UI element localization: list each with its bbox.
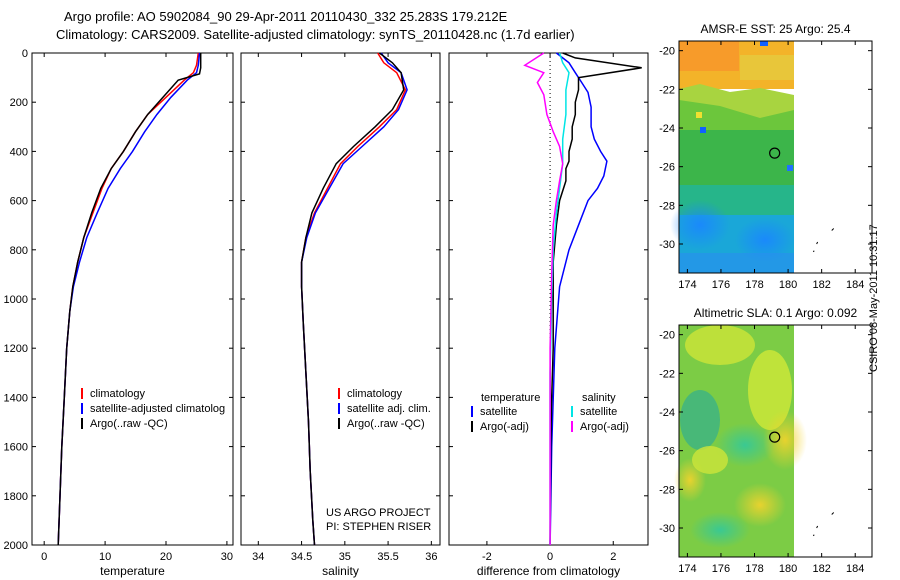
y-tick-label: 1200 (4, 343, 28, 355)
legend-entry: Argo(-adj) (480, 421, 529, 433)
legend-entry: satellite (480, 406, 517, 418)
series-line-satellite-adjusted-climatolog (57, 52, 201, 546)
legend-entry: Argo(-adj) (580, 421, 629, 433)
series-line-argo-adj--temperature (549, 52, 642, 546)
y-tick-label: 2000 (4, 540, 28, 552)
series-line-climatology (300, 52, 407, 546)
map-panel-1: AMSR-E SST: 25 Argo: 25.4 174 176 178 180 182… (659, 22, 873, 291)
x-tick-label: 178 (745, 563, 763, 575)
series-line-satellite-temperature (549, 52, 608, 546)
y-tick-label: 800 (10, 245, 28, 257)
island-outline (831, 512, 835, 515)
x-tick-label: 174 (678, 279, 696, 291)
panel-frame (31, 52, 234, 546)
series-line-satellite-adj-clim- (300, 52, 408, 546)
y-tick-label: 600 (10, 196, 28, 208)
y-tick-label: -20 (659, 330, 675, 342)
y-tick-label: 1400 (4, 392, 28, 404)
x-axis-label: temperature (100, 564, 165, 578)
x-tick-label: 182 (812, 563, 830, 575)
map-panel-2: Altimetric SLA: 0.1 Argo: 0.092 174 176 178… (659, 306, 873, 575)
y-tick-label: -24 (659, 123, 675, 135)
legend-entry: Argo(..raw -QC) (347, 418, 425, 430)
x-tick-label: 35.5 (377, 551, 398, 563)
x-tick-label: 176 (712, 563, 730, 575)
legend-group-heading: temperature (481, 392, 540, 404)
y-tick-label: 200 (10, 97, 28, 109)
project-annotation: US ARGO PROJECT (326, 507, 431, 519)
island-outline (831, 228, 835, 231)
y-tick-label: -26 (659, 162, 675, 174)
y-tick-label: 1600 (4, 442, 28, 454)
y-tick-label: -28 (659, 200, 675, 212)
x-tick-label: 0 (547, 551, 553, 563)
panel-frame (448, 52, 649, 546)
project-annotation: PI: STEPHEN RISER (326, 521, 431, 533)
x-tick-label: 36 (425, 551, 437, 563)
x-axis-label: salinity (322, 564, 359, 578)
legend-entry: climatology (90, 388, 146, 400)
profile-panel-1: 0 200 400 600 800 1000 1200 1400 1600 1800 2000 0 10… (4, 48, 234, 578)
y-tick-label: 1000 (4, 294, 28, 306)
x-tick-label: 30 (221, 551, 233, 563)
x-tick-label: 180 (779, 279, 797, 291)
argo-float-marker (769, 431, 781, 443)
sst-map-field (670, 41, 795, 273)
legend-entry: satellite adj. clim. (347, 403, 431, 415)
y-tick-label: -26 (659, 446, 675, 458)
legend-entry: climatology (347, 388, 403, 400)
figure-title-line-1: Argo profile: AO 5902084_90 29-Apr-2011 … (64, 9, 508, 24)
x-tick-label: 180 (779, 563, 797, 575)
x-axis-label: difference from climatology (477, 564, 620, 578)
y-tick-label: -24 (659, 407, 675, 419)
x-tick-label: 184 (846, 563, 864, 575)
legend-group-heading: salinity (582, 392, 616, 404)
figure-title-line-2: Climatology: CARS2009. Satellite-adjuste… (56, 27, 575, 42)
y-tick-label: -20 (659, 46, 675, 58)
legend-entry: satellite-adjusted climatolog (90, 403, 225, 415)
panel-frame (240, 52, 441, 546)
series-line-argo-raw-qc- (300, 52, 405, 546)
y-tick-label: -30 (659, 523, 675, 535)
series-line-argo-raw-qc- (57, 53, 202, 546)
y-tick-label: 400 (10, 146, 28, 158)
map-frame (678, 40, 873, 274)
x-tick-label: 174 (678, 563, 696, 575)
x-tick-label: 35 (339, 551, 351, 563)
csiro-timestamp: CSIRO 08-May-2011 10:31:17 (868, 224, 880, 372)
y-tick-label: -22 (659, 368, 675, 380)
y-tick-label: 0 (22, 48, 28, 60)
island-outline (812, 241, 819, 253)
map-title: AMSR-E SST: 25 Argo: 25.4 (700, 22, 850, 36)
x-tick-label: 176 (712, 279, 730, 291)
profile-panel-2: 34 34.5 35 35.5 36 salinity climatology satelli… (240, 52, 441, 578)
argo-float-marker (769, 147, 781, 159)
series-line-argo-adj--salinity (523, 52, 564, 545)
x-tick-label: 178 (745, 279, 763, 291)
map-frame (678, 324, 873, 558)
y-tick-label: -22 (659, 84, 675, 96)
x-tick-label: 34.5 (291, 551, 312, 563)
sla-map-field (674, 325, 807, 557)
series-line-climatology (57, 52, 200, 546)
legend-entry: Argo(..raw -QC) (90, 418, 168, 430)
x-tick-label: -2 (482, 551, 492, 563)
y-tick-label: -30 (659, 239, 675, 251)
x-tick-label: 182 (812, 279, 830, 291)
x-tick-label: 2 (610, 551, 616, 563)
y-tick-label: 1800 (4, 491, 28, 503)
x-tick-label: 10 (99, 551, 111, 563)
island-outline (812, 525, 819, 537)
x-tick-label: 34 (252, 551, 264, 563)
x-tick-label: 20 (160, 551, 172, 563)
map-title: Altimetric SLA: 0.1 Argo: 0.092 (694, 306, 858, 320)
y-tick-label: -28 (659, 484, 675, 496)
x-tick-label: 0 (41, 551, 47, 563)
legend-entry: satellite (580, 406, 617, 418)
x-tick-label: 184 (846, 279, 864, 291)
